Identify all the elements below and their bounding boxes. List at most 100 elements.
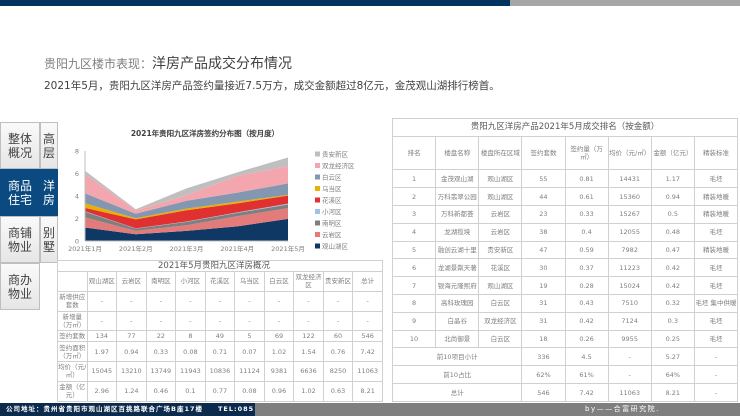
table-row: 新增量（万㎡） - - - - - - - - - -: [57, 310, 383, 332]
summary-row: 前10占比 62% 61% -64% -: [391, 365, 739, 384]
table-cell: 10836: [204, 361, 236, 382]
column-header: 南明区: [145, 270, 177, 292]
table-cell: -: [693, 347, 739, 367]
x-tick-label: 2021年1月: [68, 244, 102, 253]
y-tick-label: 2: [75, 215, 79, 223]
table-cell: -: [175, 310, 206, 332]
table-cell: 5.27: [650, 347, 695, 367]
table-cell: 4.5: [564, 347, 609, 367]
column-header: 花溪区: [204, 270, 236, 292]
table-cell: 38: [521, 222, 566, 242]
x-tick-label: 2021年4月: [220, 244, 254, 253]
table-cell: -: [116, 310, 147, 332]
footer-credit: by——合富研究院.: [255, 403, 740, 416]
table-cell: 0.4: [564, 222, 609, 242]
column-header: 白云区: [263, 270, 295, 292]
table-cell: 万科新都荟: [435, 205, 480, 224]
legend-swatch: [315, 174, 320, 180]
summary-row: 前10项目小计 336 4.5-5.27-: [391, 347, 739, 367]
nav-retail[interactable]: 商铺物业: [0, 216, 40, 263]
nav-overview[interactable]: 整体概况: [0, 122, 40, 169]
table-row: 10 北尚御景 白云区 18 0.26 9955 0.25 毛坯: [391, 329, 739, 349]
table-cell: 毛坯: [693, 222, 739, 242]
nav-office[interactable]: 商办物业: [0, 263, 40, 310]
column-header: 双龙经济区: [293, 270, 324, 292]
table-cell: 毛坯: [693, 258, 739, 278]
legend-swatch: [315, 197, 320, 203]
summary-row: 总计 546 7.42 11063 8.21-: [391, 383, 739, 402]
table-cell: 5: [234, 330, 265, 343]
table-cell: 31: [521, 294, 566, 313]
overview-table: 2021年5月贵阳九区洋房概况 观山湖区 云岩区 南明区 小河区 花溪区 乌当区 白云区 双龙经…: [57, 260, 383, 403]
table-cell: 546: [352, 330, 383, 343]
table-cell: 0.71: [204, 341, 236, 362]
table-cell: 0.3: [650, 311, 695, 331]
area-series-1: [85, 208, 288, 235]
table-cell: -: [145, 310, 177, 332]
table-row: 7 银海元隆熙府 观山湖区 19 0.28 15024 0.42 毛坯: [391, 276, 739, 296]
table-cell: 0.42: [650, 276, 695, 296]
table-cell: 高科玫瑰园: [435, 294, 480, 313]
table-cell: 19: [521, 276, 566, 296]
table-cell: 64%: [650, 365, 695, 384]
column-header: 均价（元/㎡）: [607, 135, 652, 171]
table-cell: 0.32: [650, 294, 695, 313]
table-cell: 47: [521, 240, 566, 260]
table-cell: -: [204, 290, 236, 312]
column-header: 总计: [352, 270, 383, 292]
table-cell: 毛坯: [693, 329, 739, 349]
y-tick-label: 8: [75, 148, 79, 156]
column-header: 签约量（万㎡）: [564, 135, 609, 171]
nav-villa[interactable]: 别墅: [40, 216, 58, 263]
table-cell: -: [204, 310, 236, 332]
table-cell: 122: [293, 330, 324, 343]
table-cell: 7982: [607, 240, 652, 260]
table-cell: 1.02: [293, 380, 324, 403]
table-cell: 白晶谷: [435, 311, 480, 331]
column-header: 精装标准: [693, 135, 739, 171]
table-cell: 0.42: [564, 311, 609, 331]
table-cell: 观山湖区: [478, 169, 523, 189]
table-cell: -: [693, 365, 739, 384]
table-cell: 11124: [234, 361, 265, 382]
table-cell: 7: [391, 276, 437, 296]
table-cell: 花溪区: [478, 258, 523, 278]
table-cell: 9381: [263, 361, 295, 382]
table-cell: 0.46: [145, 380, 177, 403]
table-cell: 观山湖区: [478, 187, 523, 207]
legend-item: 小河区: [322, 207, 342, 216]
table-cell: 3: [391, 205, 437, 224]
legend-item: 乌当区: [322, 184, 342, 193]
table-cell: -: [263, 290, 295, 312]
table-cell: 白云区: [478, 294, 523, 313]
nav-highrise[interactable]: 高层: [40, 122, 58, 169]
table-cell: -: [693, 383, 739, 402]
table-cell: 15024: [607, 276, 652, 296]
row-label: 新增量（万㎡）: [57, 310, 88, 332]
nav-residential[interactable]: 商品住宅: [0, 169, 40, 216]
column-header: 金额（亿元）: [650, 135, 695, 171]
table-cell: 10: [391, 329, 437, 349]
table-cell: 15360: [607, 187, 652, 207]
table-cell: 0.59: [564, 240, 609, 260]
nav-garden-house[interactable]: 洋房: [40, 169, 58, 216]
top-bar-accent: [510, 0, 740, 6]
column-header: 签约套数: [521, 135, 566, 171]
table-cell: -: [145, 290, 177, 312]
table-cell: -: [322, 290, 354, 312]
table-cell: 1.02: [263, 341, 295, 362]
table-cell: 0.94: [650, 187, 695, 207]
table-cell: 8250: [322, 361, 354, 382]
table-cell: 0.08: [234, 380, 265, 403]
column-header: 乌当区: [234, 270, 265, 292]
table-cell: 69: [263, 330, 295, 343]
table-cell: 0.26: [564, 329, 609, 349]
table-cell: 0.42: [650, 258, 695, 278]
table-row: 1 金茂观山湖 观山湖区 55 0.81 14431 1.17 毛坯: [391, 169, 739, 189]
y-tick-label: 0: [75, 238, 79, 246]
table-cell: 9: [391, 311, 437, 331]
column-header: 排名: [391, 135, 437, 171]
table-cell: 0.94: [116, 341, 147, 362]
table-cell: -: [293, 290, 324, 312]
table-cell: 0.63: [322, 380, 354, 403]
